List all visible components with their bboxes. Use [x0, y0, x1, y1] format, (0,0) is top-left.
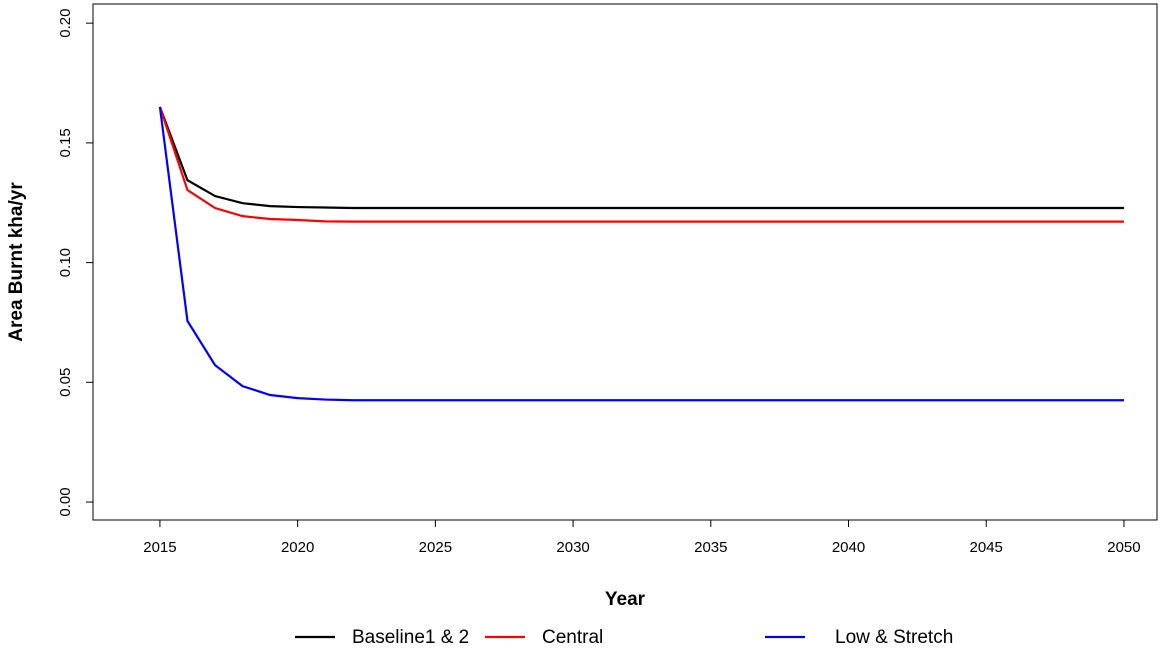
x-tick-label: 2045 [970, 539, 1003, 556]
y-tick-label: 0.00 [57, 487, 74, 516]
legend-label: Central [542, 627, 603, 648]
x-tick-label: 2020 [281, 539, 314, 556]
legend-label: Baseline1 & 2 [352, 627, 469, 648]
plot-frame [92, 3, 1158, 521]
y-axis-title: Area Burnt kha/yr [6, 182, 27, 342]
x-tick-label: 2050 [1107, 539, 1140, 556]
y-tick-label: 0.20 [57, 9, 74, 38]
series-line [158, 106, 1124, 223]
series-line [158, 106, 1124, 402]
y-tick-label: 0.10 [57, 248, 74, 277]
series-line [158, 106, 1124, 210]
x-axis-title: Year [605, 589, 646, 610]
y-tick-label: 0.05 [57, 368, 74, 397]
x-tick-label: 2030 [556, 539, 589, 556]
x-tick-label: 2040 [832, 539, 865, 556]
y-tick-label: 0.15 [57, 128, 74, 157]
legend-label: Low & Stretch [835, 627, 953, 648]
x-tick-label: 2015 [143, 539, 176, 556]
x-tick-label: 2025 [419, 539, 452, 556]
x-tick-label: 2035 [694, 539, 727, 556]
